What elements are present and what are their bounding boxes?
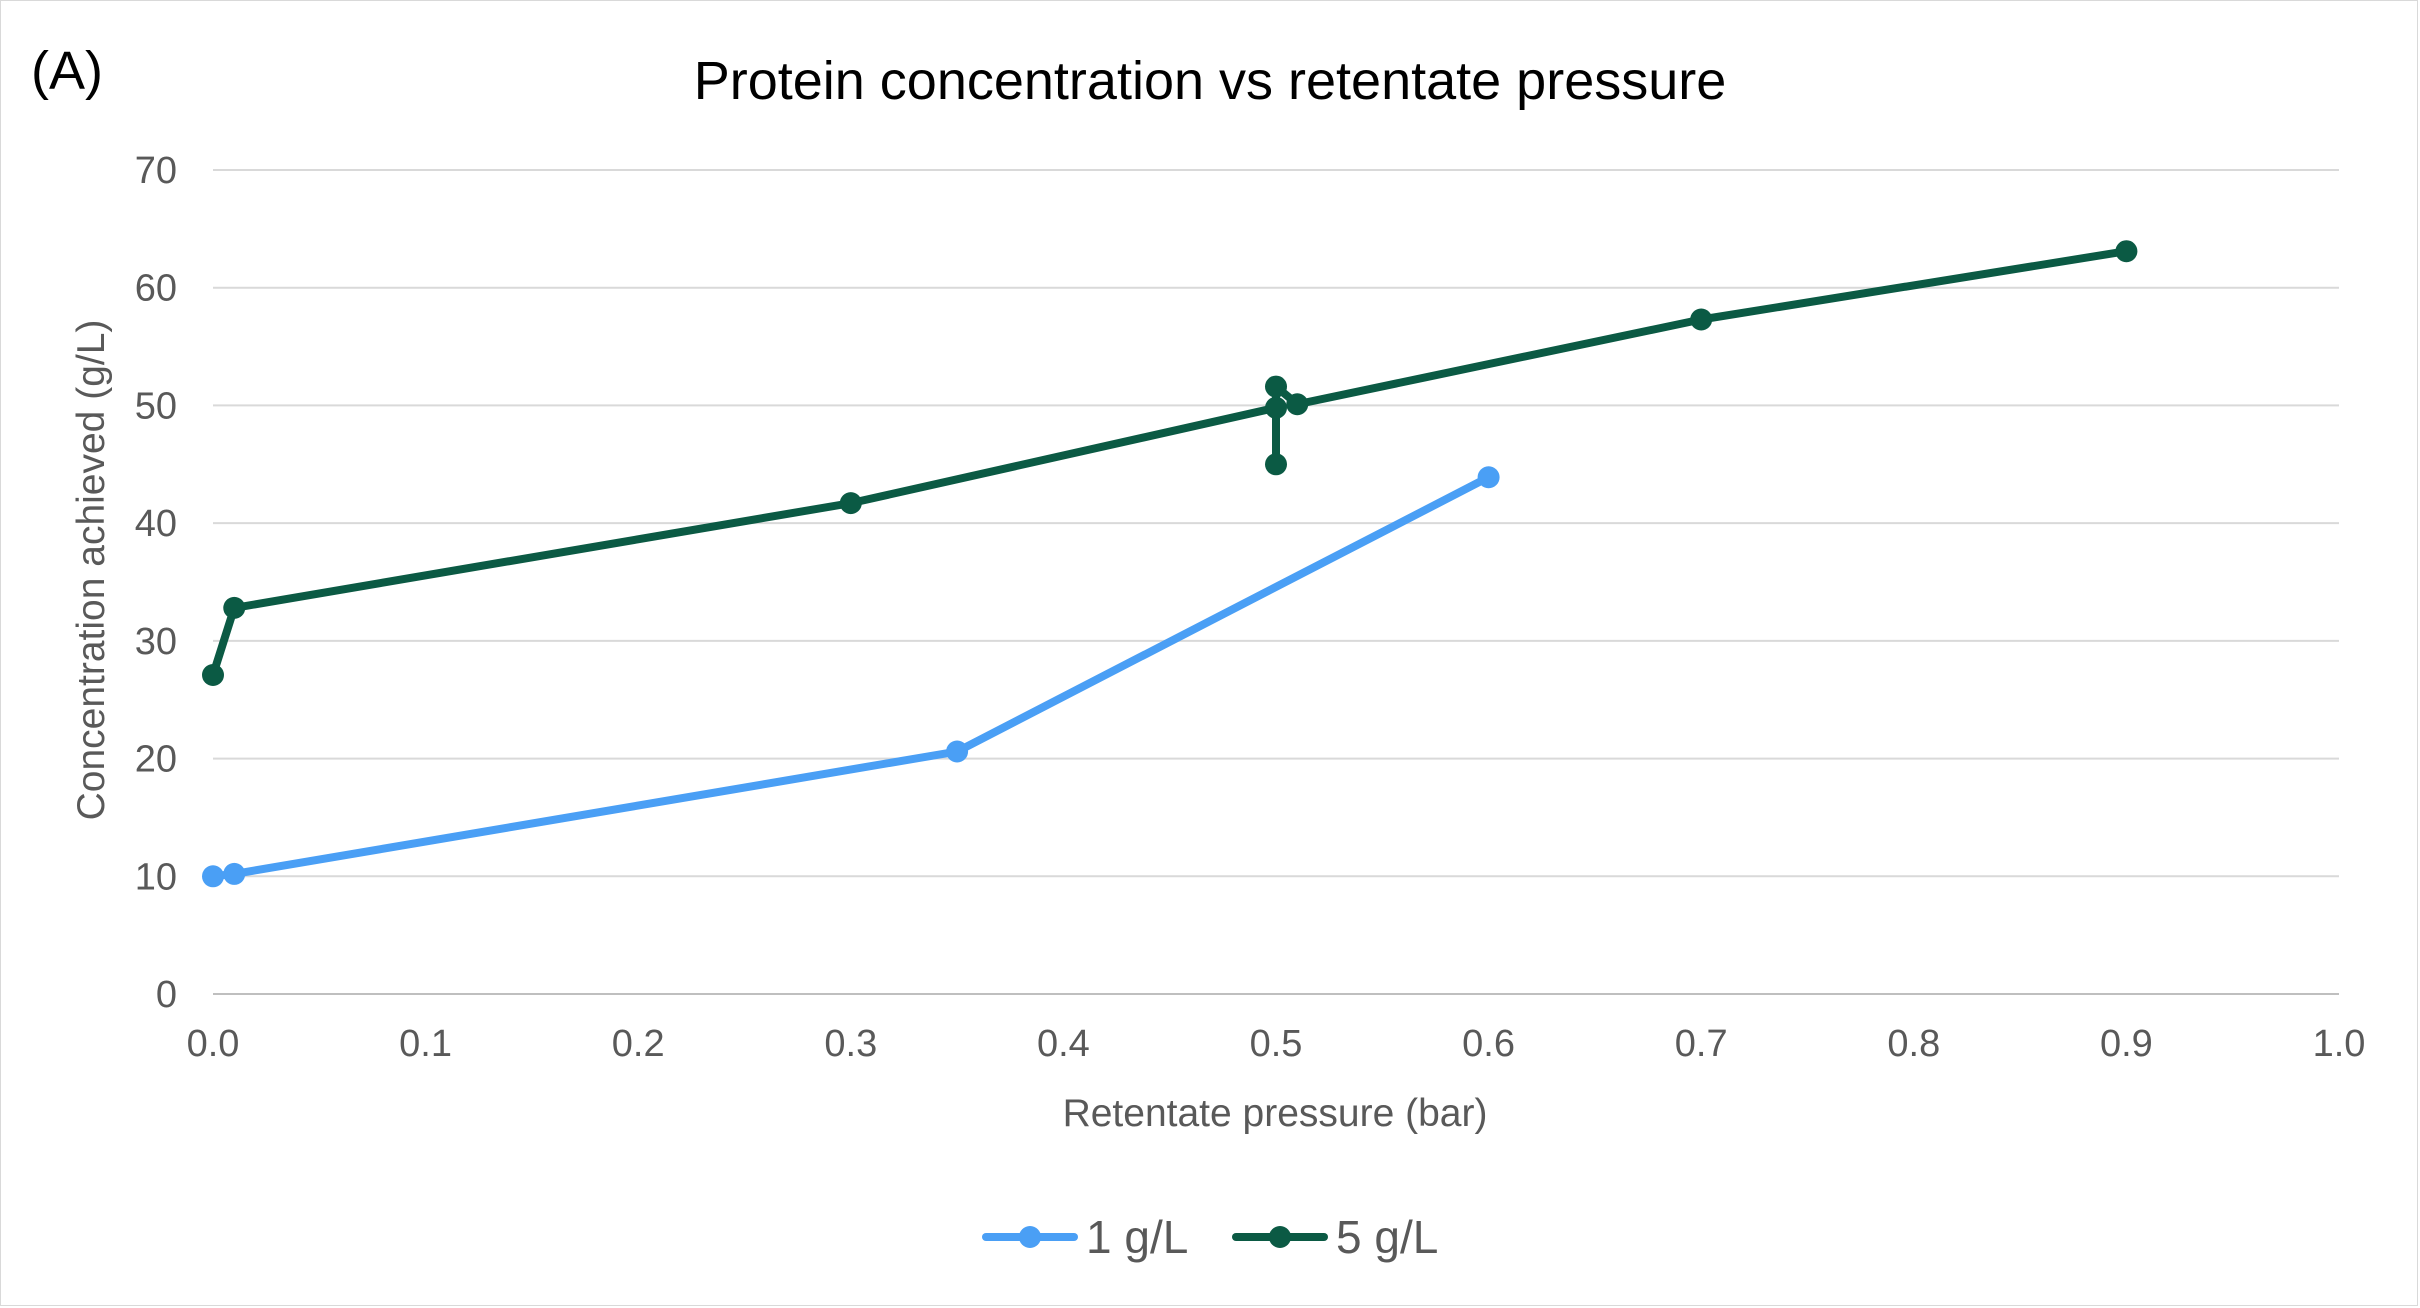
y-tick-label: 30 bbox=[135, 621, 177, 663]
legend-item: 5 g/L bbox=[1232, 1211, 1438, 1263]
y-tick-label: 70 bbox=[135, 150, 177, 192]
grid-layer bbox=[213, 169, 2339, 995]
data-point bbox=[1690, 308, 1713, 331]
y-tick-label: 20 bbox=[135, 739, 177, 781]
series-2 bbox=[202, 240, 2138, 686]
x-tick-label: 0.4 bbox=[1037, 1023, 1090, 1065]
x-tick-label: 0.7 bbox=[1675, 1023, 1728, 1065]
data-point bbox=[223, 596, 246, 619]
data-point bbox=[223, 862, 246, 885]
x-tick-labels: 0.0 0.1 0.2 0.3 0.4 0.5 0.6 0.7 0.8 0.9 1.0 bbox=[187, 1023, 2366, 1065]
data-point bbox=[946, 740, 969, 763]
data-point bbox=[202, 865, 224, 888]
data-point bbox=[839, 492, 862, 515]
legend-label: 5 g/L bbox=[1336, 1211, 1438, 1263]
y-tick-label: 50 bbox=[135, 385, 177, 427]
data-point bbox=[202, 663, 224, 686]
series-line bbox=[209, 473, 1493, 881]
y-tick-label: 60 bbox=[135, 268, 177, 310]
series-1 bbox=[202, 466, 1500, 888]
x-tick-label: 0.3 bbox=[824, 1023, 877, 1065]
series-line bbox=[209, 247, 2131, 679]
y-tick-label: 10 bbox=[135, 856, 177, 898]
data-point bbox=[1477, 466, 1500, 489]
data-point bbox=[1286, 393, 1309, 416]
x-tick-label: 1.0 bbox=[2313, 1023, 2366, 1065]
legend: 1 g/L 5 g/L bbox=[982, 1211, 1438, 1263]
x-tick-label: 0.0 bbox=[187, 1023, 240, 1065]
x-tick-label: 0.8 bbox=[1887, 1023, 1940, 1065]
x-tick-label: 0.6 bbox=[1462, 1023, 1515, 1065]
data-point bbox=[2115, 240, 2138, 263]
legend-label: 1 g/L bbox=[1086, 1211, 1188, 1263]
y-tick-labels: 0 10 20 30 40 50 60 70 bbox=[135, 150, 177, 1016]
data-point bbox=[1265, 453, 1287, 476]
data-point bbox=[1265, 375, 1287, 398]
panel-label: (A) bbox=[31, 41, 103, 101]
chart-title: Protein concentration vs retentate press… bbox=[694, 51, 1727, 111]
series-layer bbox=[202, 240, 2138, 888]
legend-swatch-marker bbox=[1269, 1226, 1291, 1248]
legend-swatch-marker bbox=[1019, 1226, 1041, 1248]
data-point bbox=[1265, 396, 1287, 419]
x-tick-label: 0.5 bbox=[1250, 1023, 1303, 1065]
x-axis-title: Retentate pressure (bar) bbox=[1063, 1092, 1488, 1135]
x-tick-label: 0.2 bbox=[612, 1023, 665, 1065]
y-tick-label: 40 bbox=[135, 503, 177, 545]
x-tick-label: 0.9 bbox=[2100, 1023, 2153, 1065]
y-axis-title: Concentration achieved (g/L) bbox=[70, 320, 113, 821]
x-tick-label: 0.1 bbox=[399, 1023, 452, 1065]
legend-item: 1 g/L bbox=[982, 1211, 1188, 1263]
y-tick-label: 0 bbox=[156, 974, 177, 1016]
